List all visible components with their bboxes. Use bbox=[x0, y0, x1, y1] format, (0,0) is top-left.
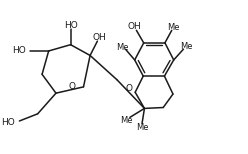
Text: Me: Me bbox=[167, 23, 180, 32]
Text: Me: Me bbox=[120, 116, 132, 125]
Text: HO: HO bbox=[1, 118, 15, 127]
Text: HO: HO bbox=[64, 21, 77, 30]
Text: Me: Me bbox=[136, 123, 148, 132]
Text: Me: Me bbox=[180, 42, 192, 51]
Text: OH: OH bbox=[127, 22, 141, 31]
Text: OH: OH bbox=[93, 33, 107, 42]
Text: O: O bbox=[69, 82, 76, 91]
Text: HO: HO bbox=[12, 47, 26, 55]
Text: O: O bbox=[125, 84, 133, 93]
Text: Me: Me bbox=[116, 43, 129, 52]
